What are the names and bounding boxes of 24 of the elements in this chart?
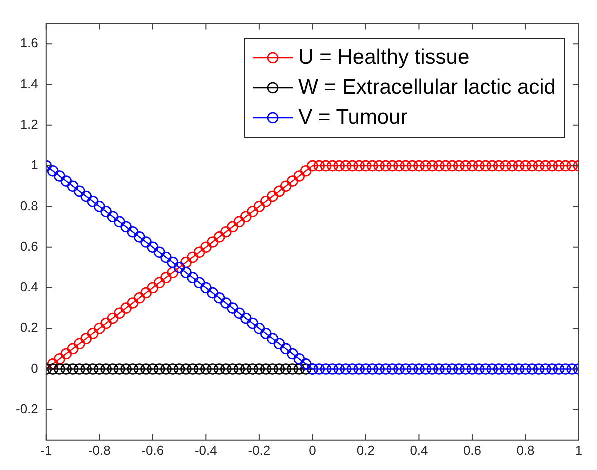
x-tick-label: -0.8 bbox=[88, 442, 111, 458]
y-tick-label: 0 bbox=[31, 360, 38, 376]
x-tick-label: 1 bbox=[575, 442, 583, 458]
legend-label: V = Tumour bbox=[298, 104, 408, 131]
x-tick-label: 0.8 bbox=[516, 442, 535, 458]
y-tick-label: 1.4 bbox=[20, 76, 38, 92]
y-tick-label: 0.2 bbox=[20, 320, 38, 336]
y-tick-label: -0.2 bbox=[16, 401, 38, 416]
x-tick-label: -0.6 bbox=[142, 442, 164, 458]
y-tick-label: 0.6 bbox=[20, 238, 38, 254]
y-tick-label: 1 bbox=[31, 158, 38, 173]
x-tick-label: -0.2 bbox=[248, 442, 271, 458]
y-tick-label: 1.2 bbox=[20, 116, 38, 132]
x-tick-label: -0.4 bbox=[194, 442, 218, 458]
y-tick-label: 1.6 bbox=[20, 36, 38, 51]
x-tick-label: 0.6 bbox=[463, 442, 482, 458]
x-tick-label: 0.2 bbox=[356, 442, 375, 458]
x-tick-label: 0.4 bbox=[410, 442, 428, 458]
legend-label: U = Healthy tissue bbox=[298, 44, 470, 71]
y-tick-label: 0.8 bbox=[20, 198, 38, 214]
legend-label: W = Extracellular lactic acid bbox=[298, 74, 556, 101]
x-tick-label: 0 bbox=[309, 442, 316, 458]
y-tick-label: 0.4 bbox=[20, 280, 38, 295]
x-tick-label: -1 bbox=[40, 442, 52, 458]
